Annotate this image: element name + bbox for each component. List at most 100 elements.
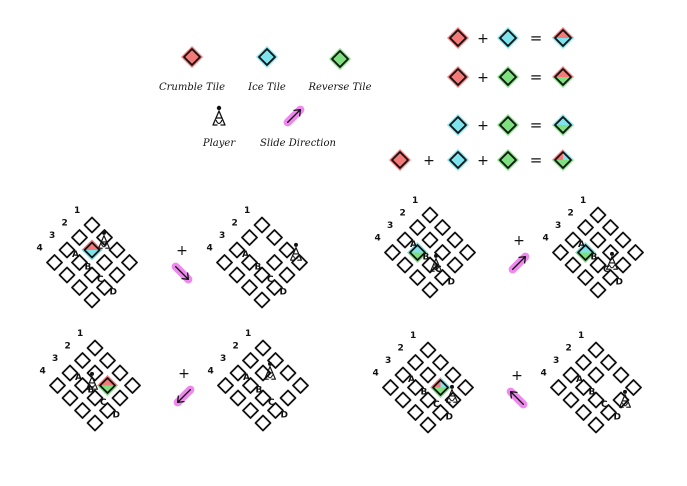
row-label: 2: [568, 209, 574, 219]
board-tile: [419, 366, 437, 384]
player-icon: [430, 253, 442, 272]
col-label: A: [242, 250, 249, 260]
board-tile: [267, 402, 284, 419]
row-label: 3: [49, 231, 55, 241]
board-tile: [459, 244, 476, 261]
board-tile: [419, 341, 437, 359]
board-tile: [627, 244, 644, 261]
col-label: A: [408, 375, 415, 385]
board-tile: [587, 341, 605, 359]
board-tile: [564, 256, 582, 274]
col-label: C: [601, 400, 608, 410]
board-tile: [253, 216, 271, 234]
ice-tile-icon: [256, 46, 278, 68]
board-tile: [587, 391, 605, 409]
crumble-tile-icon: [389, 149, 411, 171]
equals-sign: =: [530, 116, 543, 134]
plus-sign: +: [477, 153, 489, 169]
col-label: D: [281, 411, 288, 421]
board-tile: [382, 379, 399, 396]
combo-rule: + + =: [389, 149, 574, 171]
board-tile: [111, 364, 129, 382]
board-tile: [121, 254, 138, 271]
row-label: 4: [207, 244, 213, 254]
board-tile: [86, 339, 104, 357]
board-tile: [434, 269, 451, 286]
board-tile: [432, 404, 449, 421]
board-tile: [83, 216, 101, 234]
board-tile: [396, 231, 414, 249]
col-label: A: [72, 250, 79, 260]
board-tile: [242, 402, 259, 419]
player-icon: [264, 361, 276, 380]
board-tile: [394, 366, 412, 384]
row-label: 1: [412, 196, 418, 206]
board-tile: [564, 231, 582, 249]
tile-combination-rules: + =+ =+ =+ + =: [389, 27, 574, 171]
board-tile: [266, 279, 283, 296]
board-tile: [407, 379, 424, 396]
board-tile: [421, 231, 439, 249]
board-tile: [421, 256, 439, 274]
slide-direction-icon: [173, 385, 195, 407]
col-label: C: [435, 265, 442, 275]
board-tile: [242, 377, 259, 394]
board-tile: [587, 416, 605, 434]
col-label: B: [255, 263, 262, 273]
row-label: 2: [65, 342, 71, 352]
col-label: D: [113, 411, 120, 421]
board-tile: [577, 219, 594, 236]
col-label: A: [578, 240, 585, 250]
board-tile: [434, 219, 451, 236]
slide-direction-icon: [508, 252, 530, 274]
legend-label: Ice Tile: [247, 82, 286, 93]
board-tile: [589, 281, 607, 299]
board-tile: [409, 219, 426, 236]
plus-sign: +: [477, 31, 489, 47]
player-icon: [606, 251, 618, 270]
col-label: A: [410, 240, 417, 250]
equals-sign: =: [530, 29, 543, 47]
board-tile: [432, 354, 449, 371]
plus-sign: +: [511, 368, 523, 384]
board-tile: [71, 254, 88, 271]
board-tile: [217, 377, 234, 394]
board-tile: [216, 254, 233, 271]
plus-sign: +: [178, 366, 190, 382]
col-label: B: [85, 263, 92, 273]
board-tile: [74, 377, 91, 394]
board-tile: [430, 377, 451, 398]
board-tile: [589, 206, 607, 224]
board-tile: [407, 354, 424, 371]
board-tile: [419, 416, 437, 434]
board-tile: [600, 404, 617, 421]
board-tile: [602, 269, 619, 286]
board-tile: [241, 279, 258, 296]
board-tile: [254, 414, 272, 432]
crumble-tile-icon: [447, 27, 469, 49]
board-tile: [124, 377, 141, 394]
board-tile: [575, 354, 592, 371]
combined-tile-icon: [552, 149, 574, 171]
board-tile: [74, 352, 91, 369]
board-tile: [267, 352, 284, 369]
board-tile: [589, 256, 607, 274]
board-tile: [108, 266, 126, 284]
row-label: 1: [578, 331, 584, 341]
col-label: B: [88, 386, 95, 396]
plus-sign: +: [477, 118, 489, 134]
ice-tile-icon: [497, 27, 519, 49]
board-tile: [58, 266, 76, 284]
board-tile: [550, 379, 567, 396]
board-tile: [612, 366, 630, 384]
combined-tile-icon: [552, 66, 574, 88]
col-label: C: [433, 400, 440, 410]
board-tile: [421, 206, 439, 224]
board-tile: [587, 366, 605, 384]
board-tile: [444, 366, 462, 384]
board-tile: [600, 354, 617, 371]
